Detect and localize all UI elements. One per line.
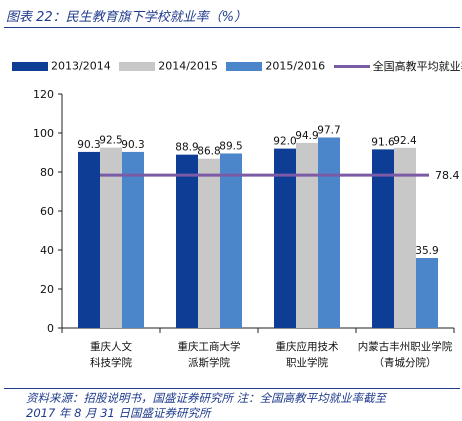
bar-value-label: 92.5 <box>99 135 122 147</box>
legend-label-series-1: 2013/2014 <box>51 59 111 73</box>
source-note-line-1: 资料来源：招股说明书，国盛证券研究所 注：全国高教平均就业率截至 <box>26 391 387 405</box>
chart-legend: 2013/2014 2014/2015 2015/2016 全国高教平均就业率 <box>12 58 462 76</box>
bar-value-label: 88.9 <box>175 142 198 154</box>
bar-1 <box>176 154 198 328</box>
title-divider <box>4 27 460 28</box>
y-tick-label: 100 <box>33 127 54 140</box>
bar-3 <box>122 151 144 328</box>
x-category-label: 重庆工商大学 <box>178 340 241 353</box>
bar-2 <box>198 158 220 328</box>
x-category-label: 重庆应用技术 <box>276 340 339 353</box>
y-tick-label: 0 <box>47 322 54 335</box>
source-divider <box>4 388 460 389</box>
x-category-label: 职业学院 <box>286 356 328 369</box>
y-tick-label: 60 <box>40 205 54 218</box>
bar-value-label: 91.6 <box>371 136 395 148</box>
average-line-label: 78.4 <box>435 169 460 182</box>
legend-item-series-3: 2015/2016 <box>226 59 325 73</box>
legend-item-series-1: 2013/2014 <box>12 59 111 73</box>
bar-1 <box>78 151 100 328</box>
bar-value-label: 35.9 <box>415 245 438 257</box>
legend-line-average <box>333 64 370 68</box>
bar-3 <box>220 153 242 328</box>
y-tick-label: 40 <box>40 244 54 257</box>
y-tick-label: 20 <box>40 283 54 296</box>
legend-swatch-series-1 <box>12 61 48 71</box>
legend-item-series-2: 2014/2015 <box>119 59 218 73</box>
x-category-label: 内蒙古丰州职业学院 <box>358 340 453 353</box>
bar-2 <box>100 147 122 328</box>
bar-3 <box>318 137 340 328</box>
x-category-label: 科技学院 <box>90 356 132 369</box>
bar-value-label: 94.9 <box>295 130 318 142</box>
bar-value-label: 97.7 <box>317 124 340 136</box>
bar-1 <box>372 149 394 328</box>
bar-value-label: 92.0 <box>273 136 296 148</box>
source-note-line-2: 2017 年 8 月 31 日国盛证券研究所 <box>26 406 211 420</box>
y-tick-label: 80 <box>40 166 54 179</box>
bar-value-label: 89.5 <box>219 140 242 152</box>
legend-label-series-2: 2014/2015 <box>158 59 218 73</box>
legend-swatch-series-2 <box>119 61 156 71</box>
y-tick-label: 120 <box>33 88 54 101</box>
bar-value-label: 90.3 <box>121 139 144 151</box>
bar-3 <box>416 257 438 328</box>
legend-swatch-series-3 <box>226 61 263 71</box>
bar-2 <box>394 147 416 328</box>
legend-label-average: 全国高教平均就业率 <box>372 60 462 73</box>
bar-value-label: 92.4 <box>393 135 417 147</box>
bar-value-label: 86.8 <box>197 146 220 158</box>
x-category-label: 重庆人文 <box>90 340 132 353</box>
legend-label-series-3: 2015/2016 <box>265 59 326 73</box>
x-category-label: （青城分院） <box>374 356 437 369</box>
legend-item-average-line: 全国高教平均就业率 <box>333 58 462 74</box>
figure-title: 图表 22：民生教育旗下学校就业率（%） <box>6 10 248 25</box>
bar-2 <box>296 142 318 328</box>
bar-value-label: 90.3 <box>77 139 100 151</box>
x-category-label: 派斯学院 <box>188 356 230 369</box>
bar-1 <box>274 148 296 328</box>
